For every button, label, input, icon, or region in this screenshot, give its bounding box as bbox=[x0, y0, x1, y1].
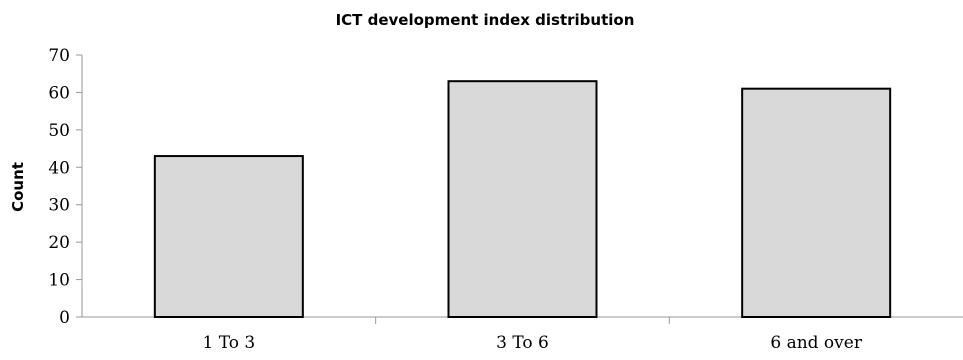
x-category-label: 6 and over bbox=[770, 333, 862, 353]
y-axis-label: Count bbox=[9, 162, 27, 212]
x-category-label: 1 To 3 bbox=[202, 333, 255, 353]
y-tick-label: 70 bbox=[48, 46, 70, 66]
x-category-label: 3 To 6 bbox=[496, 333, 549, 353]
chart-title: ICT development index distribution bbox=[336, 11, 635, 29]
bar bbox=[153, 155, 304, 318]
bar bbox=[447, 80, 598, 318]
y-tick-label: 20 bbox=[48, 233, 70, 253]
y-tick-label: 30 bbox=[48, 196, 70, 216]
y-tick-label: 0 bbox=[59, 308, 70, 328]
y-tick-label: 10 bbox=[48, 271, 70, 291]
y-tick-label: 50 bbox=[48, 121, 70, 141]
plot-area: 0 10 20 30 40 50 60 70 1 To 3 3 To 6 6 and over bbox=[48, 46, 963, 353]
y-tick-label: 60 bbox=[48, 83, 70, 103]
bar bbox=[741, 87, 892, 318]
y-tick-label: 40 bbox=[48, 158, 70, 178]
